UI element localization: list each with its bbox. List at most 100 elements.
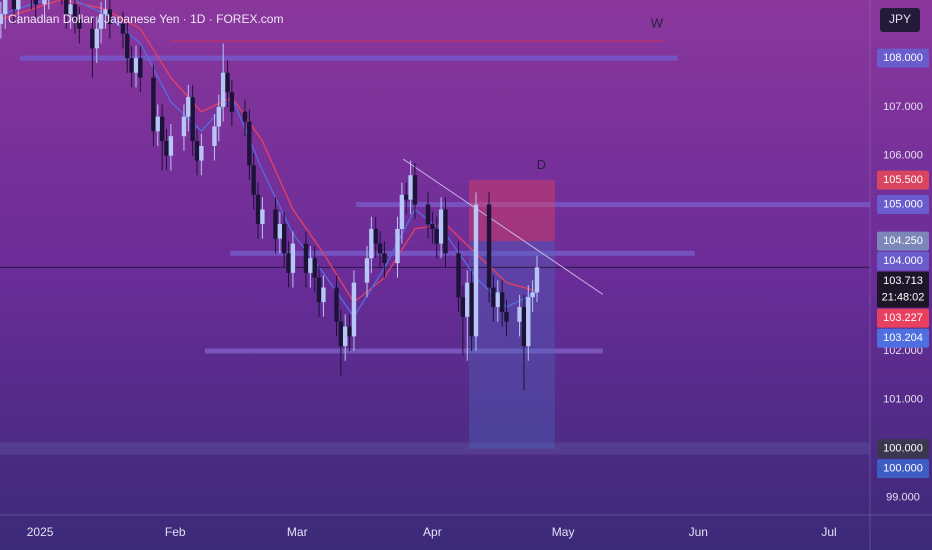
candle-body	[526, 297, 531, 347]
candle-body	[216, 106, 222, 127]
candle-body	[486, 204, 492, 288]
candle-body	[377, 243, 383, 254]
countdown: 21:48:02	[882, 292, 925, 304]
price-label-box	[877, 48, 929, 68]
candle-body	[64, 0, 69, 15]
candle-body	[11, 0, 17, 10]
candle-body	[473, 204, 479, 337]
candle-body	[273, 209, 278, 239]
candle-body	[364, 258, 370, 283]
currency[interactable]: JPY	[889, 12, 911, 26]
candle-body	[3, 0, 8, 15]
price-label: 104.250	[883, 235, 923, 247]
level-band	[230, 250, 695, 256]
price-label: 100.000	[883, 463, 923, 475]
candle-body	[225, 72, 230, 93]
candle-body	[347, 326, 352, 337]
candle-body	[120, 23, 126, 34]
price-label: 103.227	[883, 312, 923, 324]
price-label: 103.713	[883, 275, 923, 287]
currency-box[interactable]	[880, 8, 920, 32]
candle-body	[168, 136, 174, 156]
candle-body	[395, 228, 400, 264]
moving-average	[0, 0, 538, 304]
candle-body	[33, 0, 38, 5]
candle-body	[159, 116, 165, 142]
candle-body	[338, 321, 344, 347]
price-label: 105.500	[883, 174, 923, 186]
candle-body	[164, 141, 169, 156]
candle-body	[77, 19, 82, 29]
candle-body	[129, 58, 134, 73]
level-band	[204, 348, 603, 354]
candle-body	[251, 165, 256, 195]
candle-body	[460, 297, 466, 317]
price-label-box	[877, 308, 929, 328]
candle-body	[186, 97, 191, 117]
candle-body	[321, 287, 326, 303]
candle-body	[94, 28, 99, 49]
x-tick-label: Jun	[689, 525, 708, 539]
candle-body	[72, 4, 78, 20]
candle-body	[229, 92, 235, 112]
candle-body	[68, 4, 73, 15]
level-band	[0, 442, 870, 455]
candle-body	[430, 224, 435, 229]
candle-body	[399, 194, 405, 229]
annotation: W	[651, 15, 664, 30]
candle-body	[425, 204, 431, 225]
price-label-box	[877, 170, 929, 190]
candle-body	[42, 0, 47, 5]
stop-zone	[468, 180, 555, 242]
price-label: 105.000	[883, 198, 923, 210]
candle-body	[194, 141, 200, 161]
candle-body	[369, 228, 374, 259]
candle-body	[382, 253, 387, 264]
candle-body	[504, 311, 509, 322]
candle-body	[373, 228, 378, 244]
x-tick-label: Mar	[287, 525, 308, 539]
price-label-box	[877, 271, 929, 308]
candle-body	[351, 282, 357, 337]
x-tick-label: Apr	[423, 525, 442, 539]
price-label-box	[877, 459, 929, 479]
candle-body	[281, 224, 287, 254]
price-label: 100.000	[883, 443, 923, 455]
candle-body	[534, 267, 540, 293]
candle-body	[155, 116, 160, 132]
candle-body	[343, 326, 348, 347]
candle-body	[438, 209, 444, 244]
candle-body	[212, 126, 217, 146]
trend-line	[402, 158, 604, 295]
level-band	[20, 55, 678, 61]
candle-body	[308, 258, 313, 273]
x-tick-label: May	[552, 525, 575, 539]
candle-body	[499, 292, 505, 312]
y-tick-label: 101.000	[883, 394, 923, 406]
price-label-box	[877, 231, 929, 251]
candle-body	[190, 97, 195, 142]
price-label: 104.000	[883, 255, 923, 267]
candle-body	[530, 292, 535, 298]
x-tick-label: 2025	[27, 525, 54, 539]
x-tick-label: Feb	[165, 525, 186, 539]
candle-body	[495, 292, 500, 308]
y-tick-label: 99.000	[886, 491, 920, 503]
price-label: 103.204	[883, 332, 923, 344]
annotation: D	[537, 157, 546, 172]
candle-body	[456, 253, 461, 298]
level-band	[356, 202, 871, 208]
candle-body	[247, 121, 252, 166]
candle-body	[103, 9, 108, 15]
candle-body	[16, 0, 21, 10]
candle-body	[260, 209, 265, 225]
price-label-box	[877, 439, 929, 459]
candle-body	[312, 258, 317, 278]
candle-body	[434, 228, 439, 244]
price-label-box	[877, 328, 929, 348]
candle-body	[443, 209, 448, 254]
y-tick-label: 106.000	[883, 150, 923, 162]
candle-body	[107, 9, 113, 24]
x-tick-label: Jul	[821, 525, 836, 539]
